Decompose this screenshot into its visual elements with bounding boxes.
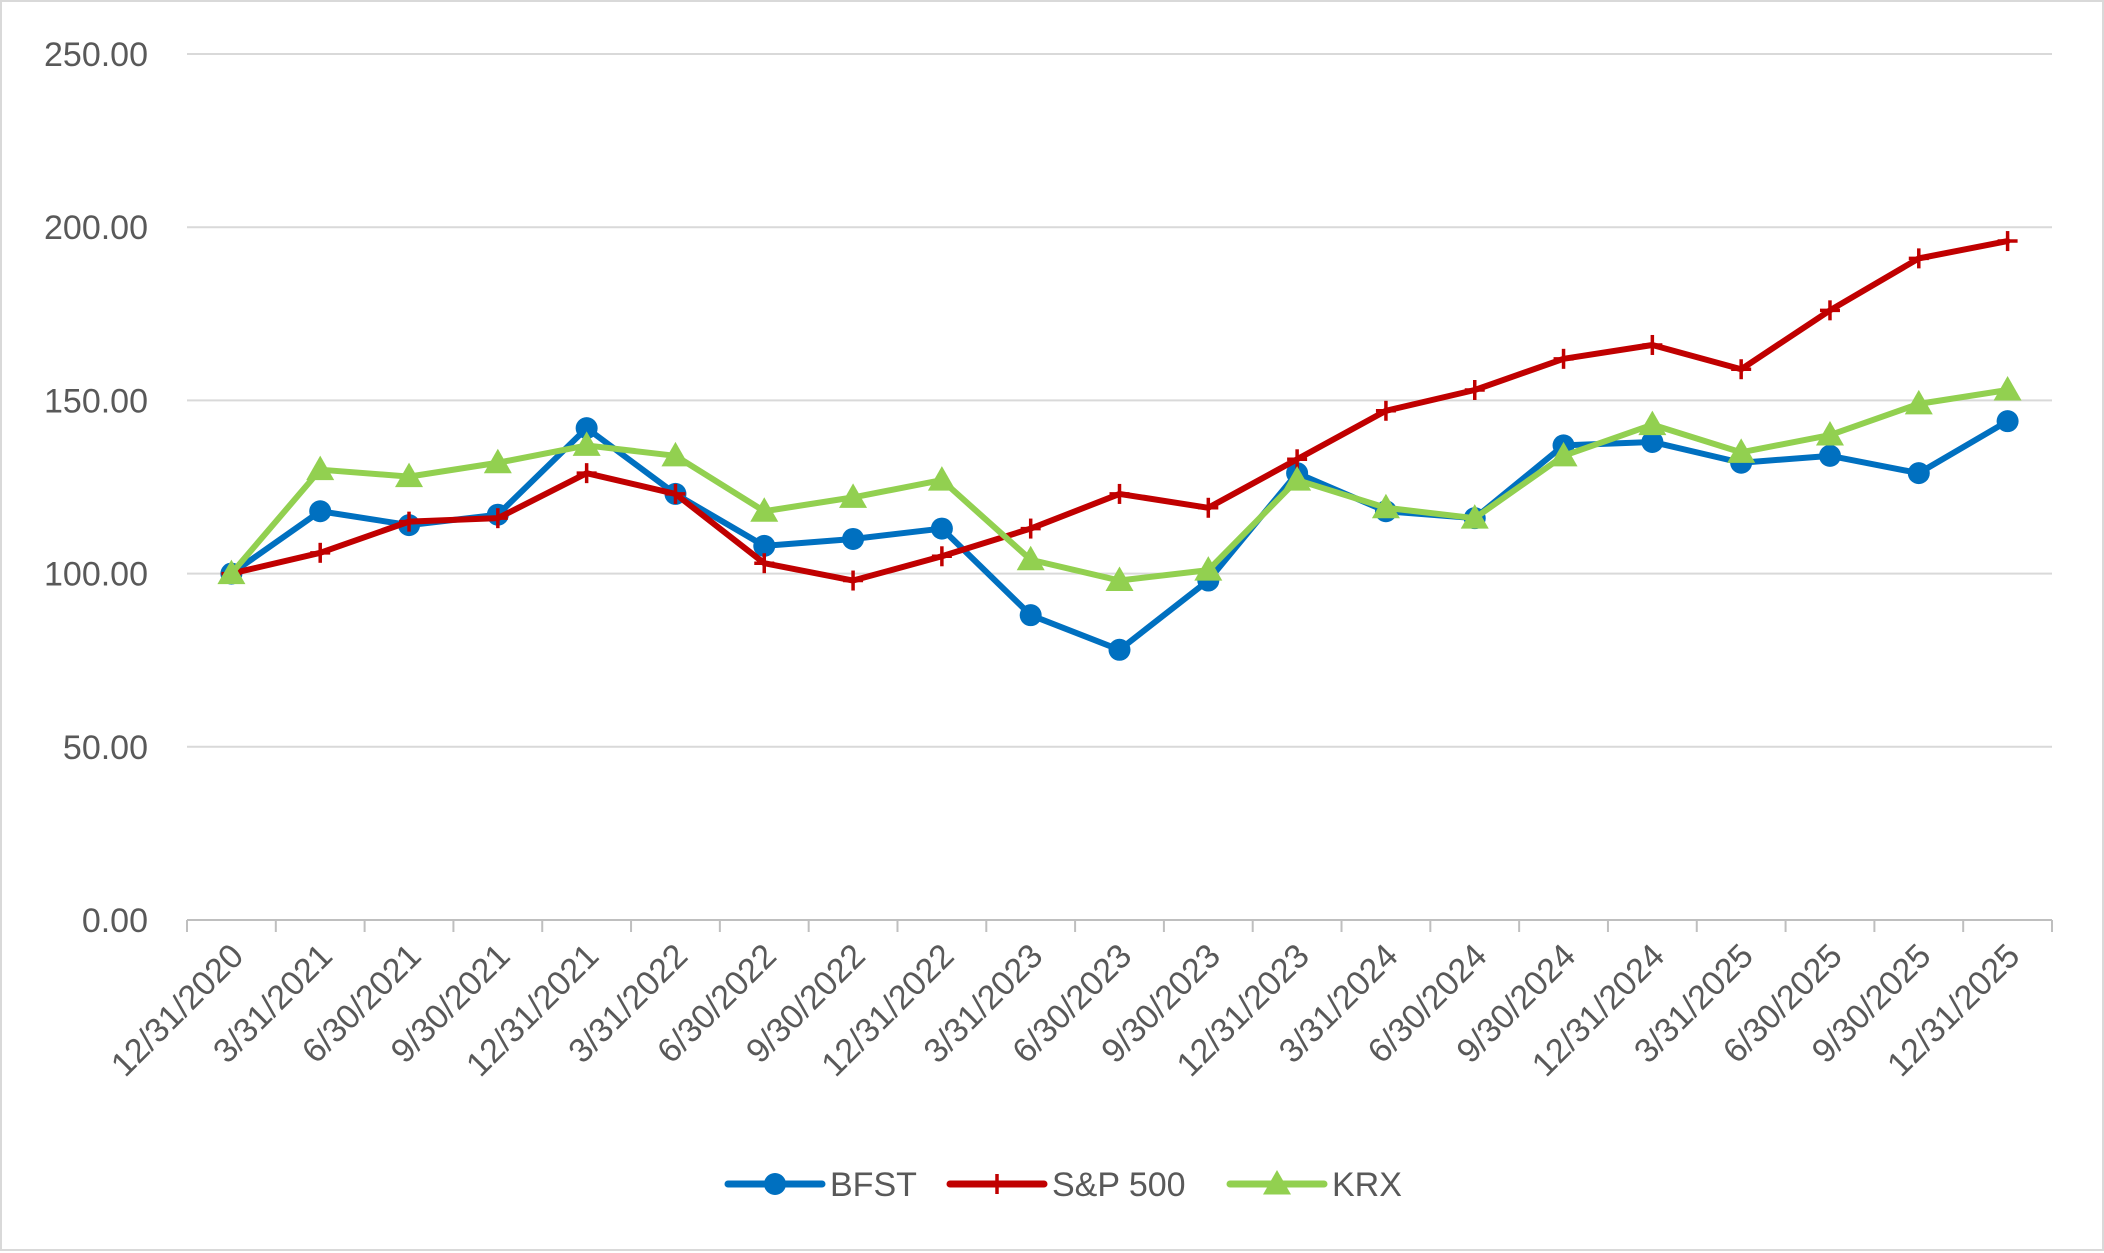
bfst-point bbox=[1108, 638, 1131, 661]
s-p-500-point bbox=[1020, 518, 1041, 539]
bfst-point bbox=[1996, 410, 2019, 433]
y-tick-label: 150.00 bbox=[44, 382, 148, 420]
bfst-point bbox=[1818, 444, 1841, 467]
y-tick-label: 0.00 bbox=[82, 902, 148, 940]
gridlines bbox=[187, 53, 2052, 748]
krx-point bbox=[927, 466, 956, 491]
s-p-500-point bbox=[754, 553, 775, 574]
s-p-500-point bbox=[1731, 359, 1752, 380]
s-p-500-point bbox=[487, 508, 508, 529]
bfst-point bbox=[753, 534, 776, 557]
s-p-500-point bbox=[1464, 380, 1485, 401]
krx-point bbox=[1993, 376, 2022, 401]
krx-point bbox=[1549, 441, 1578, 467]
krx-point bbox=[1727, 438, 1756, 463]
s-p-500-point bbox=[1908, 248, 1929, 269]
s-p-500-point bbox=[931, 546, 952, 567]
legend: BFST S&P 500 KRX bbox=[724, 1166, 1402, 1204]
y-tick-label: 100.00 bbox=[44, 556, 148, 594]
krx-point bbox=[1283, 466, 1312, 491]
krx-point bbox=[1815, 421, 1844, 446]
bfst-point bbox=[930, 517, 953, 540]
krx-point bbox=[1016, 545, 1045, 571]
legend-krx-point bbox=[1263, 1170, 1291, 1195]
x-axis bbox=[186, 919, 2053, 932]
bfst-point bbox=[842, 527, 865, 550]
krx-point bbox=[1105, 566, 1134, 592]
krx-point bbox=[661, 441, 690, 467]
legend-label: KRX bbox=[1332, 1166, 1402, 1204]
s-p-500-point bbox=[1553, 348, 1574, 369]
krx-point bbox=[306, 455, 335, 481]
y-tick-label: 250.00 bbox=[44, 36, 148, 74]
krx-point bbox=[839, 483, 868, 508]
bfst-point bbox=[309, 500, 332, 523]
y-tick-label: 200.00 bbox=[44, 209, 148, 247]
data-series bbox=[217, 231, 2022, 661]
krx-point bbox=[1904, 389, 1933, 415]
bfst-point bbox=[1907, 462, 1930, 485]
bfst-point bbox=[1019, 604, 1042, 627]
s-p-500-point bbox=[310, 542, 331, 563]
krx-point bbox=[1638, 410, 1667, 436]
legend-item-s-p-500: S&P 500 bbox=[946, 1166, 1186, 1204]
s-p-500-point bbox=[843, 570, 864, 591]
s-p-500-point bbox=[1819, 300, 1840, 321]
bfst-point bbox=[575, 417, 598, 440]
legend-label: BFST bbox=[830, 1166, 917, 1204]
legend-label: S&P 500 bbox=[1052, 1166, 1186, 1204]
krx-point bbox=[750, 497, 779, 522]
series-krx bbox=[217, 376, 2022, 592]
krx-point bbox=[217, 559, 246, 585]
legend-bfst-point bbox=[764, 1173, 786, 1195]
s-p-500-point bbox=[1375, 400, 1396, 421]
series-line-s-p-500 bbox=[228, 238, 2011, 584]
s-p-500-point bbox=[1642, 334, 1663, 355]
series-s-p-500 bbox=[221, 231, 2018, 591]
s-p-500-point bbox=[1287, 449, 1308, 470]
y-tick-label: 50.00 bbox=[63, 729, 148, 767]
s-p-500-point bbox=[1109, 483, 1130, 504]
krx-point bbox=[395, 462, 424, 488]
s-p-500-point bbox=[1997, 231, 2018, 252]
s-p-500-point bbox=[1198, 497, 1219, 518]
s-p-500-point bbox=[576, 463, 597, 484]
y-axis-tick-labels: 0.00 50.00 100.00 150.00 200.00 250.00 bbox=[44, 36, 148, 940]
krx-point bbox=[572, 431, 601, 456]
krx-point bbox=[483, 448, 512, 474]
legend-item-bfst: BFST bbox=[724, 1166, 917, 1204]
s-p-500-point bbox=[399, 511, 420, 532]
s-p-500-point bbox=[665, 483, 686, 504]
legend-s-p-500-point bbox=[987, 1174, 1007, 1194]
krx-point bbox=[1194, 556, 1223, 581]
x-axis-tick-labels: 12/31/20203/31/20216/30/20219/30/202112/… bbox=[104, 937, 2027, 1084]
series-bfst bbox=[220, 410, 2019, 661]
krx-point bbox=[1371, 493, 1400, 519]
bfst-point bbox=[1641, 430, 1664, 453]
krx-point bbox=[1460, 504, 1489, 529]
legend-item-krx: KRX bbox=[1226, 1166, 1402, 1204]
